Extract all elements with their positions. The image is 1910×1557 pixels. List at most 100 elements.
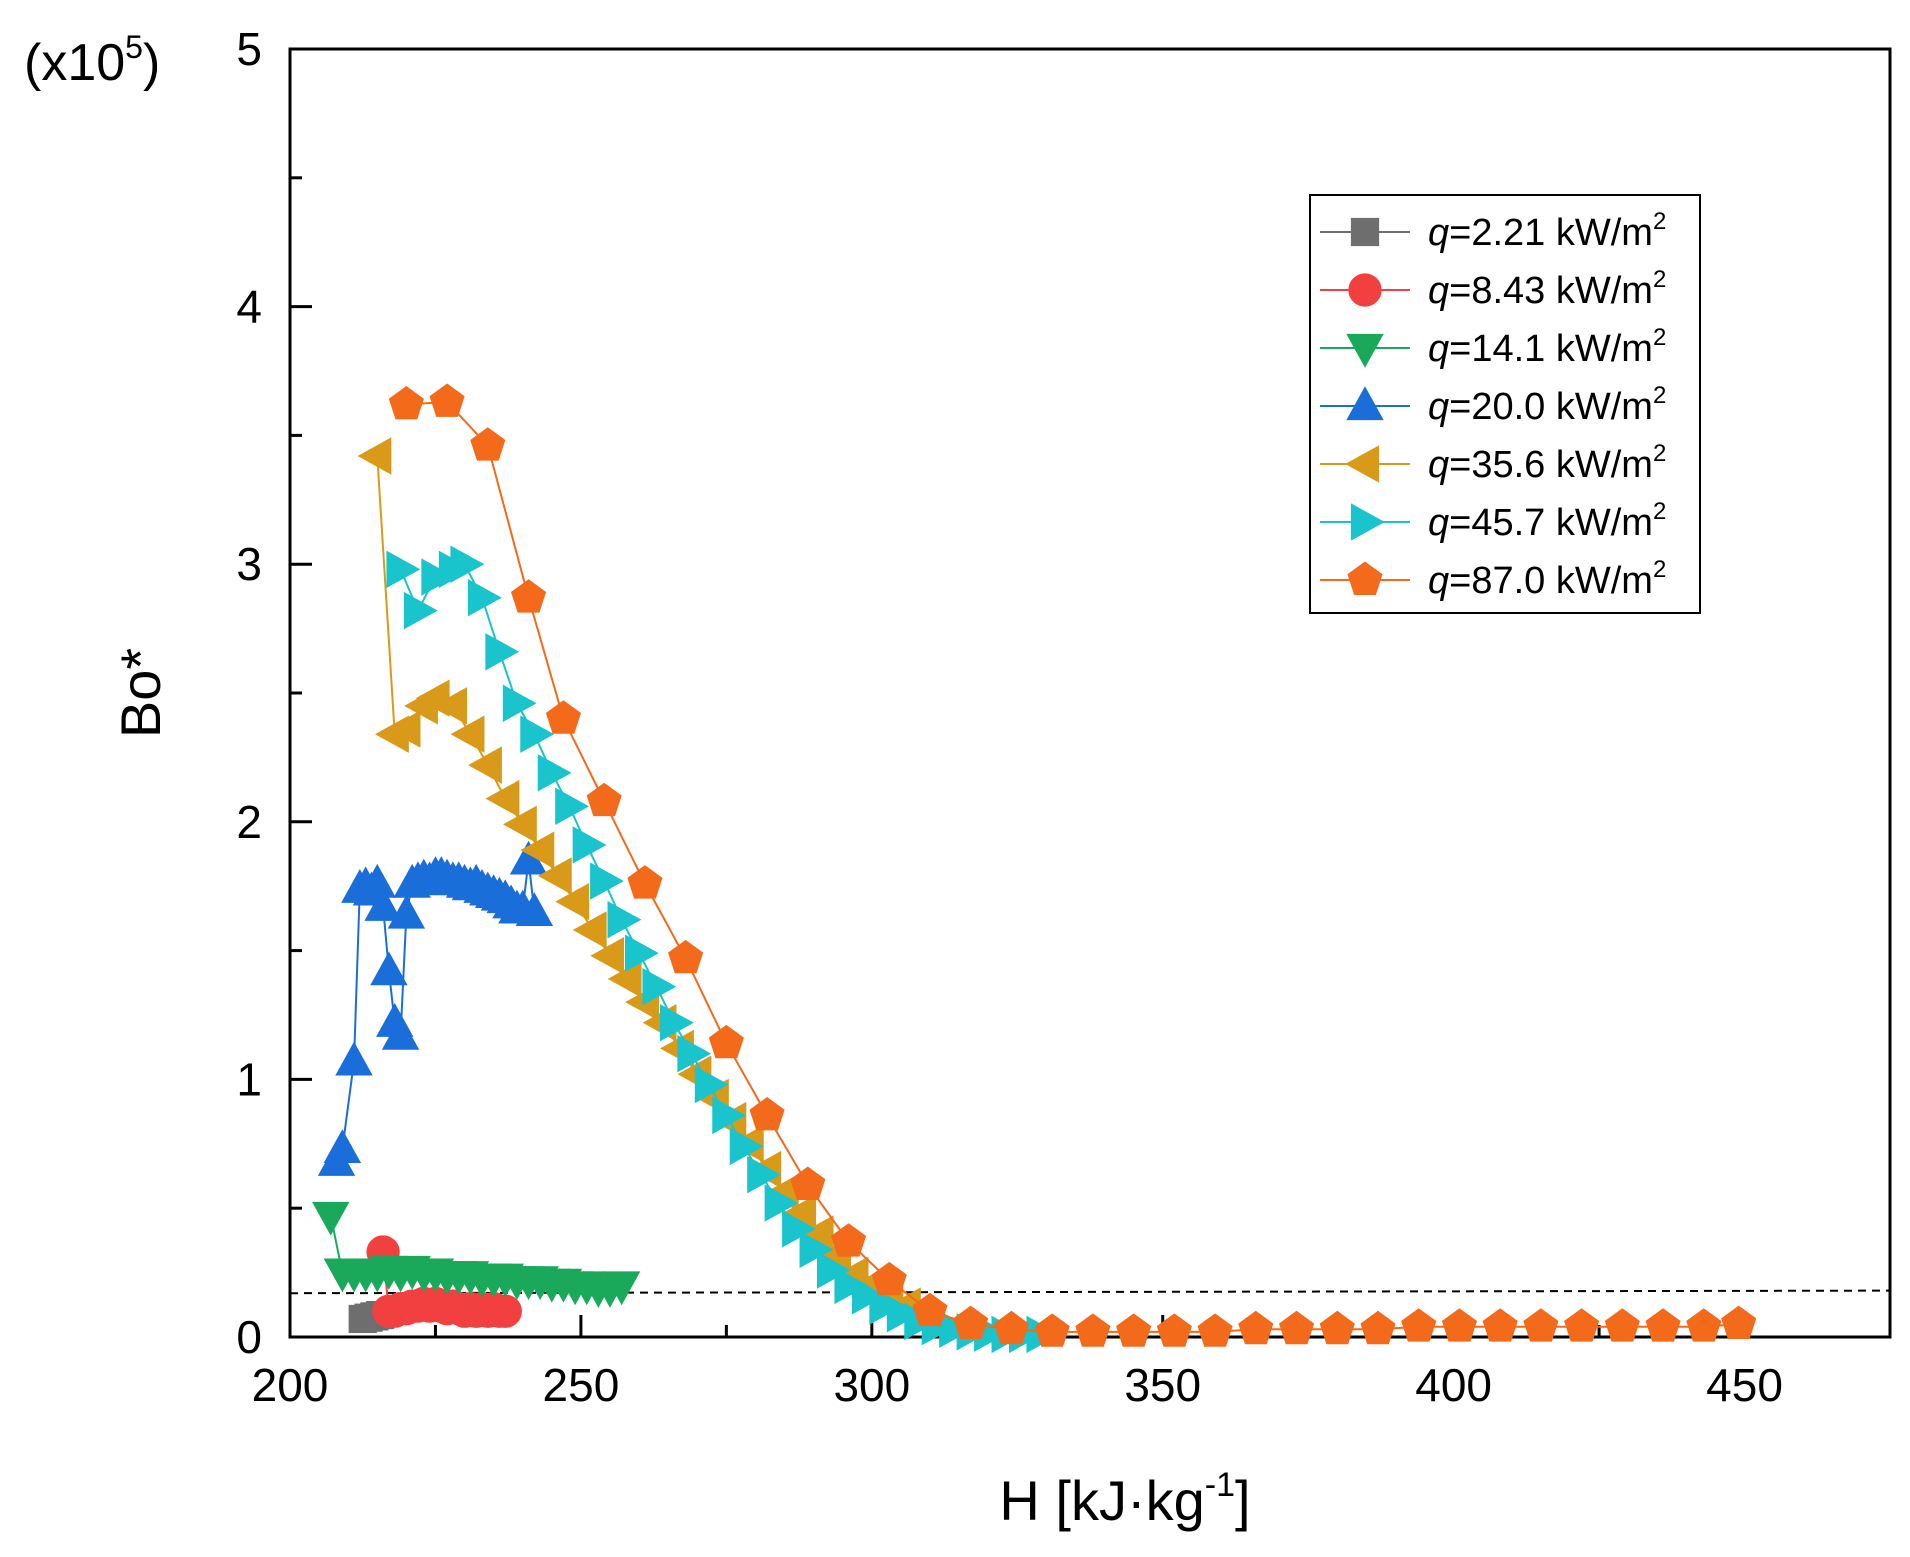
data-point [429, 383, 465, 417]
data-point [515, 892, 554, 927]
series-4 [317, 840, 554, 1176]
legend-marker [1347, 561, 1383, 595]
data-point [1441, 1308, 1478, 1342]
data-point [450, 715, 485, 753]
x-tick-label: 300 [833, 1359, 910, 1411]
data-point [358, 863, 396, 898]
data-point [381, 1015, 420, 1050]
data-point [953, 1305, 989, 1340]
data-point [590, 862, 624, 900]
data-point [694, 1065, 729, 1104]
y-tick-label: 5 [236, 23, 262, 75]
data-point [403, 591, 438, 630]
data-point [677, 1034, 712, 1073]
data-point [886, 1295, 921, 1333]
data-point [1564, 1308, 1600, 1342]
data-point [1278, 1310, 1315, 1345]
x-tick-label: 350 [1124, 1359, 1201, 1411]
data-point [1686, 1308, 1722, 1342]
data-point [830, 1223, 867, 1257]
data-point [433, 687, 468, 725]
legend-label: q=2.21 kW/m2 [1428, 208, 1666, 254]
data-point [712, 1096, 747, 1135]
data-point [1482, 1308, 1518, 1342]
series-6 [386, 545, 1061, 1354]
legend-box [1309, 194, 1701, 614]
legend-label: q=20.0 kW/m2 [1428, 382, 1666, 428]
data-point [1604, 1308, 1640, 1342]
data-point [1360, 1310, 1396, 1345]
legend-marker [1345, 445, 1380, 483]
data-point [545, 700, 582, 734]
data-point [572, 826, 607, 864]
data-point [323, 1129, 362, 1164]
y-tick-label: 1 [236, 1053, 262, 1105]
y-tick-label: 4 [236, 281, 262, 333]
data-point [912, 1292, 948, 1327]
series-line [399, 562, 1041, 1336]
legend-item: q=14.1 kW/m2 [1320, 324, 1666, 370]
data-point [586, 782, 622, 817]
data-point [764, 1184, 799, 1222]
legend-label: q=87.0 kW/m2 [1428, 556, 1666, 602]
data-point [386, 710, 421, 748]
data-point [607, 960, 642, 998]
data-point [1645, 1308, 1681, 1342]
series-3 [312, 1201, 641, 1308]
legend-item: q=45.7 kW/m2 [1320, 498, 1666, 544]
x-tick-label: 250 [543, 1359, 620, 1411]
data-point [520, 715, 555, 753]
data-point [386, 550, 421, 589]
data-point [816, 1251, 851, 1289]
y-tick-label: 0 [236, 1311, 262, 1363]
data-point [1034, 1313, 1070, 1347]
data-point [470, 427, 506, 461]
data-point [1116, 1313, 1152, 1347]
data-point [668, 939, 704, 974]
data-point [485, 633, 520, 671]
data-point [624, 934, 659, 972]
data-point [450, 545, 485, 583]
data-point [488, 1294, 522, 1328]
y-axis-title: Bo* [109, 648, 172, 738]
data-point [510, 579, 547, 613]
data-point [335, 1041, 373, 1076]
y-tick-label: 3 [236, 538, 262, 590]
data-point [370, 951, 408, 986]
data-point [357, 437, 392, 475]
legend-marker [1350, 217, 1380, 247]
data-point [387, 894, 426, 929]
y-axis: 0 1 2 3 4 5 [236, 23, 312, 1363]
series-line [406, 400, 1739, 1333]
data-point [602, 1271, 641, 1306]
data-point [1721, 1305, 1757, 1340]
x-axis-title: H [kJ·kg-1] [999, 1466, 1250, 1532]
legend-item: q=35.6 kW/m2 [1320, 440, 1666, 486]
data-point [1401, 1308, 1437, 1342]
x-tick-label: 400 [1415, 1359, 1492, 1411]
legend-item: q=87.0 kW/m2 [1320, 556, 1666, 602]
legend-item: q=8.43 kW/m2 [1320, 266, 1666, 312]
data-point [749, 1096, 785, 1131]
legend-label: q=14.1 kW/m2 [1428, 324, 1666, 370]
legend-label: q=8.43 kW/m2 [1428, 266, 1666, 312]
data-point [555, 882, 590, 921]
data-point [642, 967, 677, 1006]
data-point [520, 831, 555, 869]
data-point [485, 779, 520, 818]
legend-marker [1346, 386, 1384, 421]
legend-marker [1348, 273, 1382, 307]
legend: q=2.21 kW/m2 q=8.43 kW/m2 q=14.1 kW/m2 q=20… [1309, 194, 1701, 614]
y-axis-multiplier: (x105) [24, 29, 160, 92]
data-point [871, 1261, 907, 1296]
legend-label: q=45.7 kW/m2 [1428, 498, 1666, 544]
data-point [502, 684, 537, 723]
data-point [799, 1230, 834, 1269]
data-point [1075, 1313, 1111, 1347]
data-point [607, 900, 642, 939]
legend-item: q=20.0 kW/m2 [1320, 382, 1666, 428]
data-point [729, 1127, 764, 1166]
series-layer [312, 383, 1757, 1354]
data-point [1319, 1310, 1355, 1345]
